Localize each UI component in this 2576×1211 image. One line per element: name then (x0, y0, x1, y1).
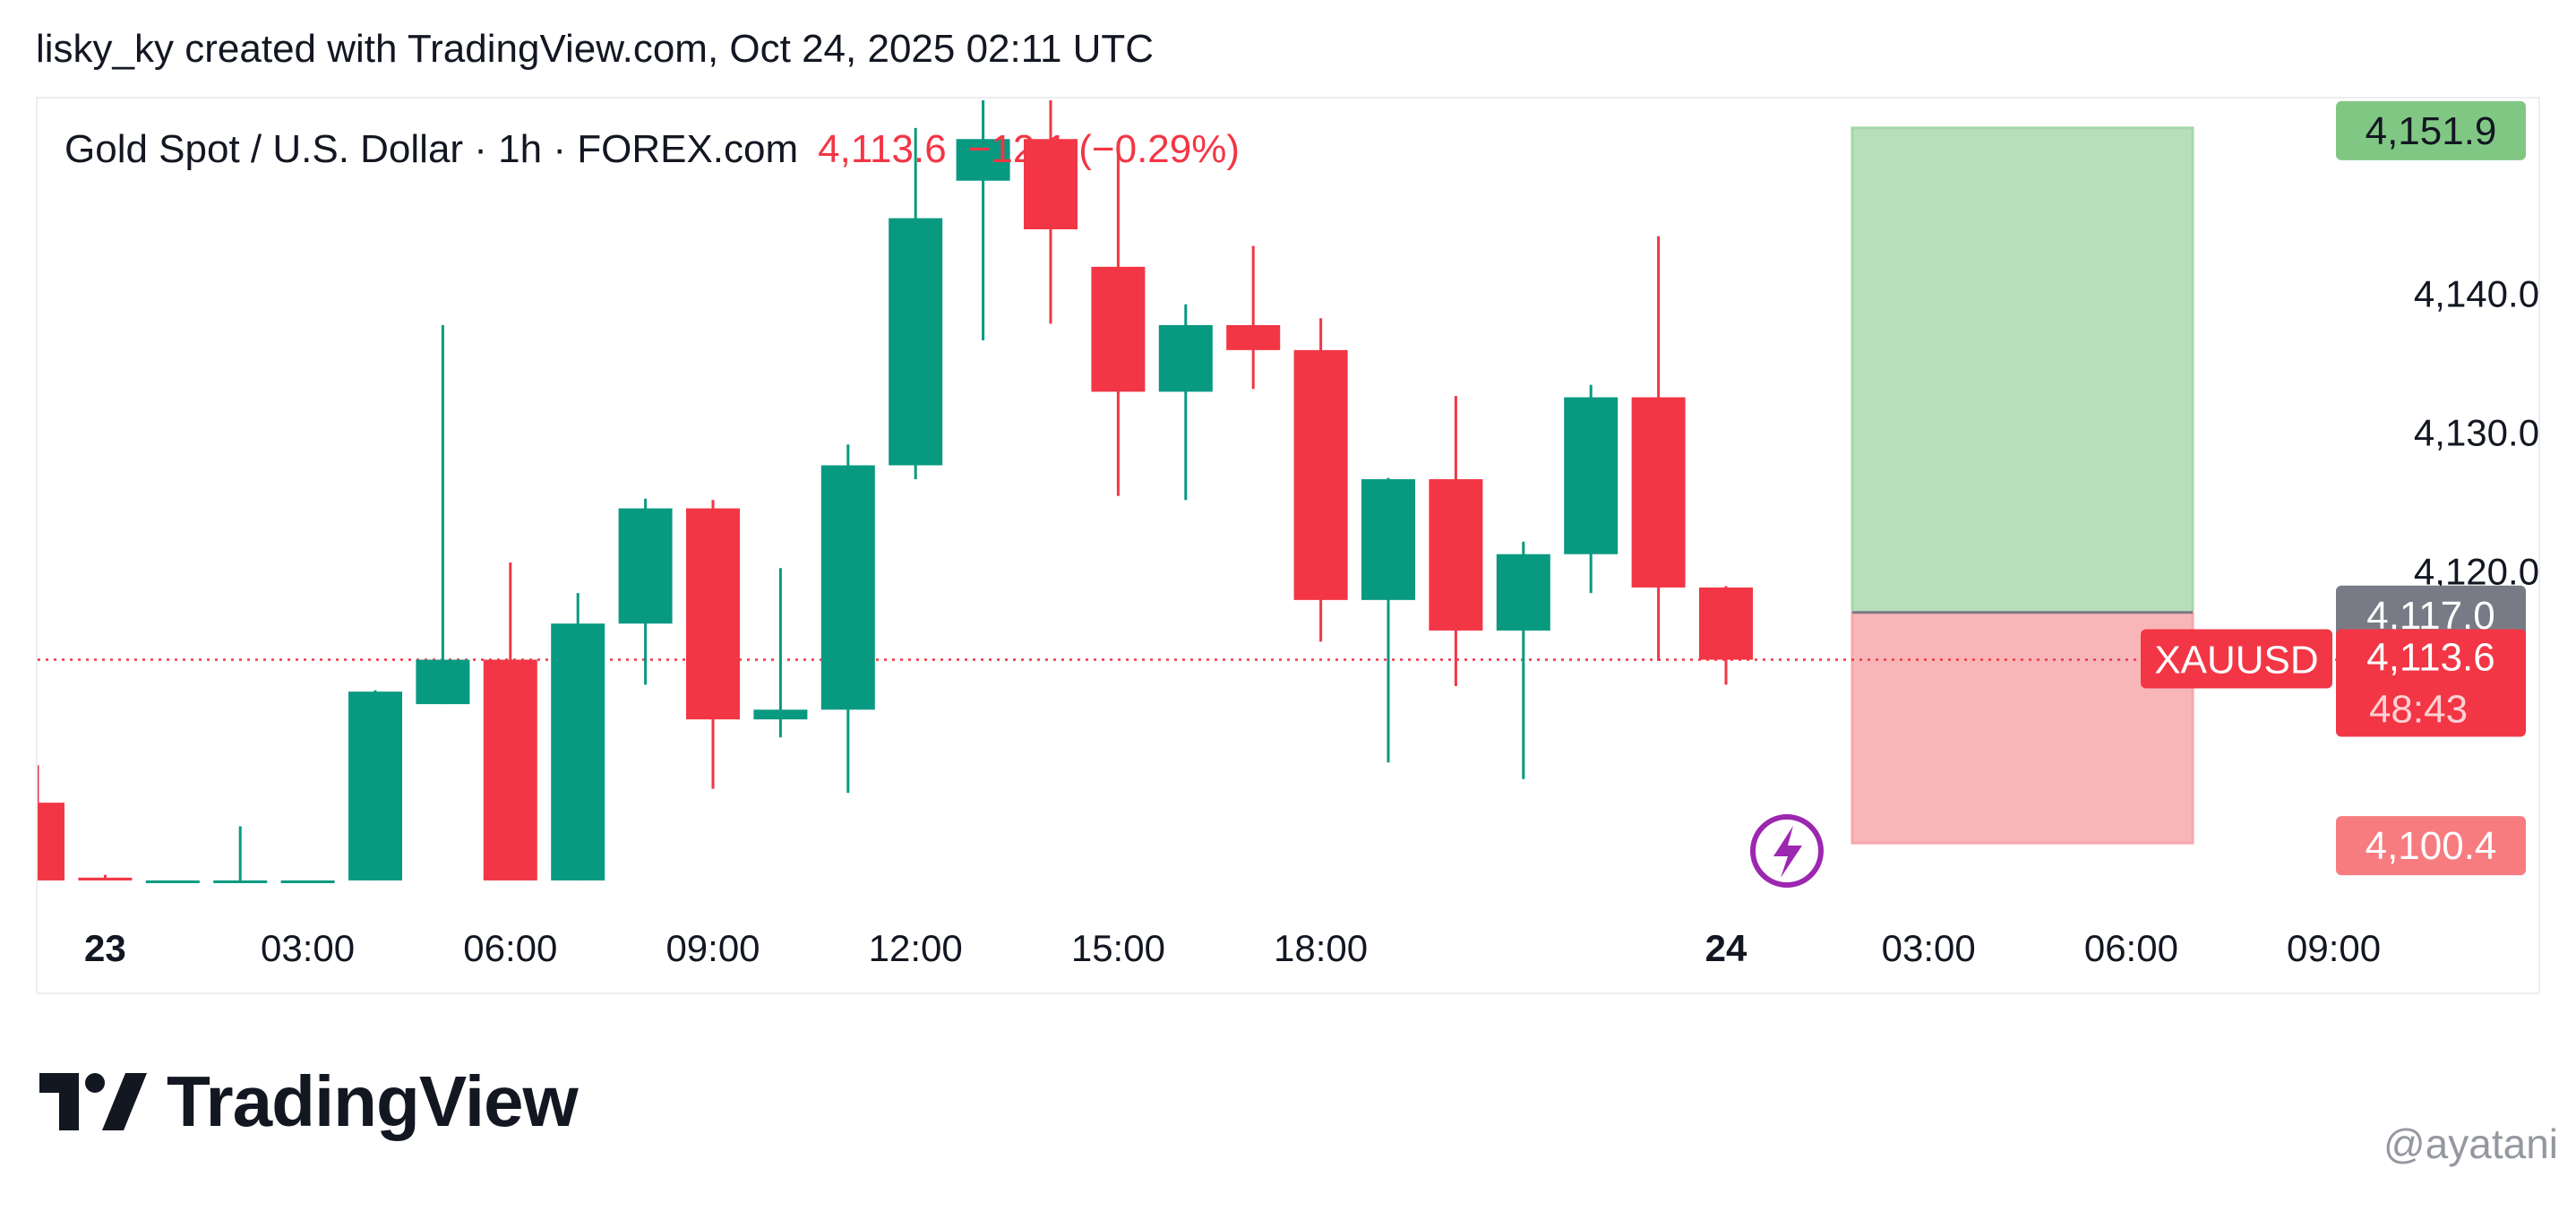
symbol-legend[interactable]: Gold Spot / U.S. Dollar · 1h · FOREX.com… (64, 127, 1240, 172)
x-tick-label: 23 (84, 927, 126, 969)
candle (1361, 477, 1415, 763)
legend-change: −12.1 (−0.29%) (967, 127, 1241, 171)
candle (1158, 304, 1213, 501)
candle (618, 498, 673, 685)
candle-body (145, 880, 200, 883)
target-price-tag-text: 4,151.9 (2366, 109, 2497, 153)
candle-body (753, 709, 808, 720)
candle-body (348, 691, 402, 880)
lightning-bolt-icon (1750, 814, 1824, 888)
x-tick-label: 06:00 (2084, 927, 2178, 969)
candle-body (1699, 587, 1753, 660)
tradingview-brand[interactable]: TradingView (39, 1061, 579, 1141)
candle (956, 100, 1010, 340)
y-tick-label: 4,140.0 (2414, 272, 2539, 314)
stop-price-tag-text: 4,100.4 (2366, 824, 2497, 868)
profit-zone (1850, 126, 2194, 614)
candles (38, 100, 1753, 883)
candle-body (1091, 266, 1146, 392)
y-axis-labels: 4,140.0 4,130.0 4,120.0 (2414, 272, 2539, 592)
candle-body (1361, 479, 1415, 600)
candle (1091, 142, 1146, 496)
current-price-tag-bg (2336, 629, 2526, 737)
x-tick-label: 09:00 (2287, 927, 2381, 969)
chart-frame[interactable] (36, 97, 2540, 994)
x-tick-label: 03:00 (261, 927, 355, 969)
x-tick-label: 09:00 (665, 927, 760, 969)
candle (1564, 384, 1619, 594)
position-zones (1850, 126, 2194, 845)
candle (889, 127, 943, 479)
y-tick-label: 4,120.0 (2414, 550, 2539, 592)
lightning-icon-bolt (1773, 826, 1802, 878)
candle (38, 765, 64, 880)
candle (1024, 100, 1078, 324)
candle (483, 563, 537, 880)
symbol-tag-bg (2141, 629, 2332, 689)
candle (686, 500, 740, 789)
candle-body (213, 880, 268, 883)
candle-body (1158, 324, 1213, 392)
x-tick-label: 12:00 (869, 927, 963, 969)
chart-caption: lisky_ky created with TradingView.com, O… (36, 27, 1155, 71)
x-tick-label: 15:00 (1071, 927, 1165, 969)
candle-body (1564, 397, 1619, 554)
candle (1429, 396, 1483, 686)
countdown-timer: 48:43 (2369, 688, 2468, 732)
candle-body (956, 139, 1010, 181)
candle (348, 690, 402, 880)
candle-body (1631, 397, 1686, 588)
candle-body (618, 508, 673, 624)
x-tick-label: 24 (1705, 927, 1747, 969)
candle-body (551, 623, 605, 880)
target-price-tag-bg (2336, 100, 2526, 160)
candle (78, 874, 133, 880)
candle (145, 880, 200, 883)
stop-price-tag: 4,100.4 (2336, 816, 2526, 876)
candle (1699, 586, 1753, 685)
current-price-value: 4,113.6 (2366, 636, 2495, 680)
symbol-tag: XAUUSD (2141, 629, 2332, 689)
candle (213, 826, 268, 883)
candle (753, 568, 808, 738)
candle (1226, 245, 1281, 390)
candle-body (1024, 139, 1078, 229)
legend-symbol: Gold Spot / U.S. Dollar · 1h · FOREX.com (64, 127, 799, 171)
candle-body (1226, 324, 1281, 350)
candle (1631, 236, 1686, 662)
tradingview-wordmark: TradingView (167, 1061, 579, 1141)
candle (820, 444, 875, 794)
current-price-tag: 4,113.6 48:43 (2336, 629, 2526, 737)
y-tick-label: 4,130.0 (2414, 411, 2539, 453)
candle (416, 324, 470, 705)
candle-body (1429, 479, 1483, 631)
candle-body (1496, 554, 1550, 631)
loss-zone (1850, 611, 2194, 845)
candle-body (78, 877, 133, 880)
candle-body (38, 803, 64, 880)
candle-body (416, 659, 470, 705)
x-tick-label: 18:00 (1274, 927, 1368, 969)
author-watermark: @ayatani (2383, 1121, 2558, 1167)
candle (1293, 318, 1348, 642)
tradingview-logo-icon (39, 1073, 147, 1130)
target-price-tag: 4,151.9 (2336, 100, 2526, 160)
candle-body (483, 659, 537, 880)
x-axis-labels: 23 03:00 06:00 09:00 12:00 15:00 18:00 24 03:00 0… (84, 927, 2381, 969)
candle (551, 593, 605, 880)
x-tick-label: 03:00 (1882, 927, 1976, 969)
candle-body (686, 508, 740, 720)
candle-body (889, 218, 943, 466)
candle (1496, 541, 1550, 779)
candle-body (1293, 349, 1348, 600)
candle (280, 880, 335, 883)
legend-price: 4,113.6 (818, 127, 947, 171)
x-tick-label: 06:00 (463, 927, 557, 969)
candle-body (820, 465, 875, 710)
symbol-tag-text: XAUUSD (2154, 639, 2318, 683)
stop-price-tag-bg (2336, 816, 2526, 876)
candle-body (280, 880, 335, 883)
